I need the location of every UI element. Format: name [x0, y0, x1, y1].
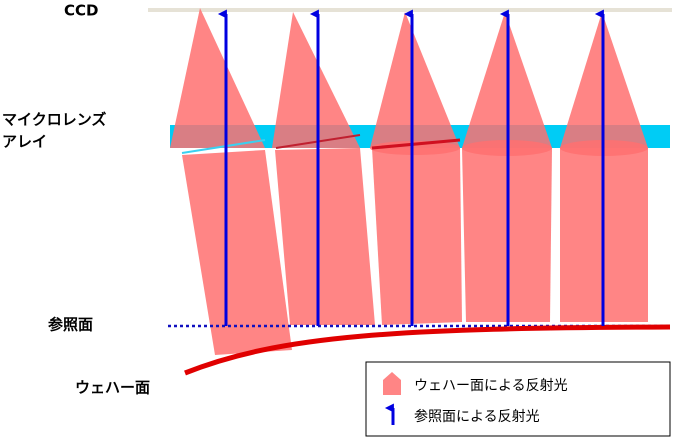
legend-label: ウェハー面による反射光 — [414, 378, 568, 394]
reference-label: 参照面 — [48, 316, 93, 334]
legend-box — [365, 361, 671, 437]
legend-icon — [383, 372, 401, 395]
microlens-label: アレイ — [2, 133, 47, 151]
tilted-lens-edge — [371, 138, 461, 150]
cone — [372, 148, 462, 325]
cone — [170, 8, 265, 148]
cone — [182, 150, 292, 355]
microlens-label: マイクロレンズ — [2, 111, 106, 129]
reference-arrows — [217, 9, 605, 326]
legend: ウェハー面による反射光 参照面による反射光 — [365, 361, 671, 437]
wafer-label: ウェハー面 — [75, 379, 150, 397]
reflected-cones — [170, 8, 648, 355]
wafer-surface — [184, 324, 671, 376]
ccd-label: CCD — [64, 2, 98, 20]
cone — [370, 12, 460, 148]
cone — [275, 148, 375, 325]
cone — [272, 12, 360, 148]
legend-label: 参照面による反射光 — [414, 408, 540, 425]
tilted-lens-edge — [181, 139, 266, 154]
